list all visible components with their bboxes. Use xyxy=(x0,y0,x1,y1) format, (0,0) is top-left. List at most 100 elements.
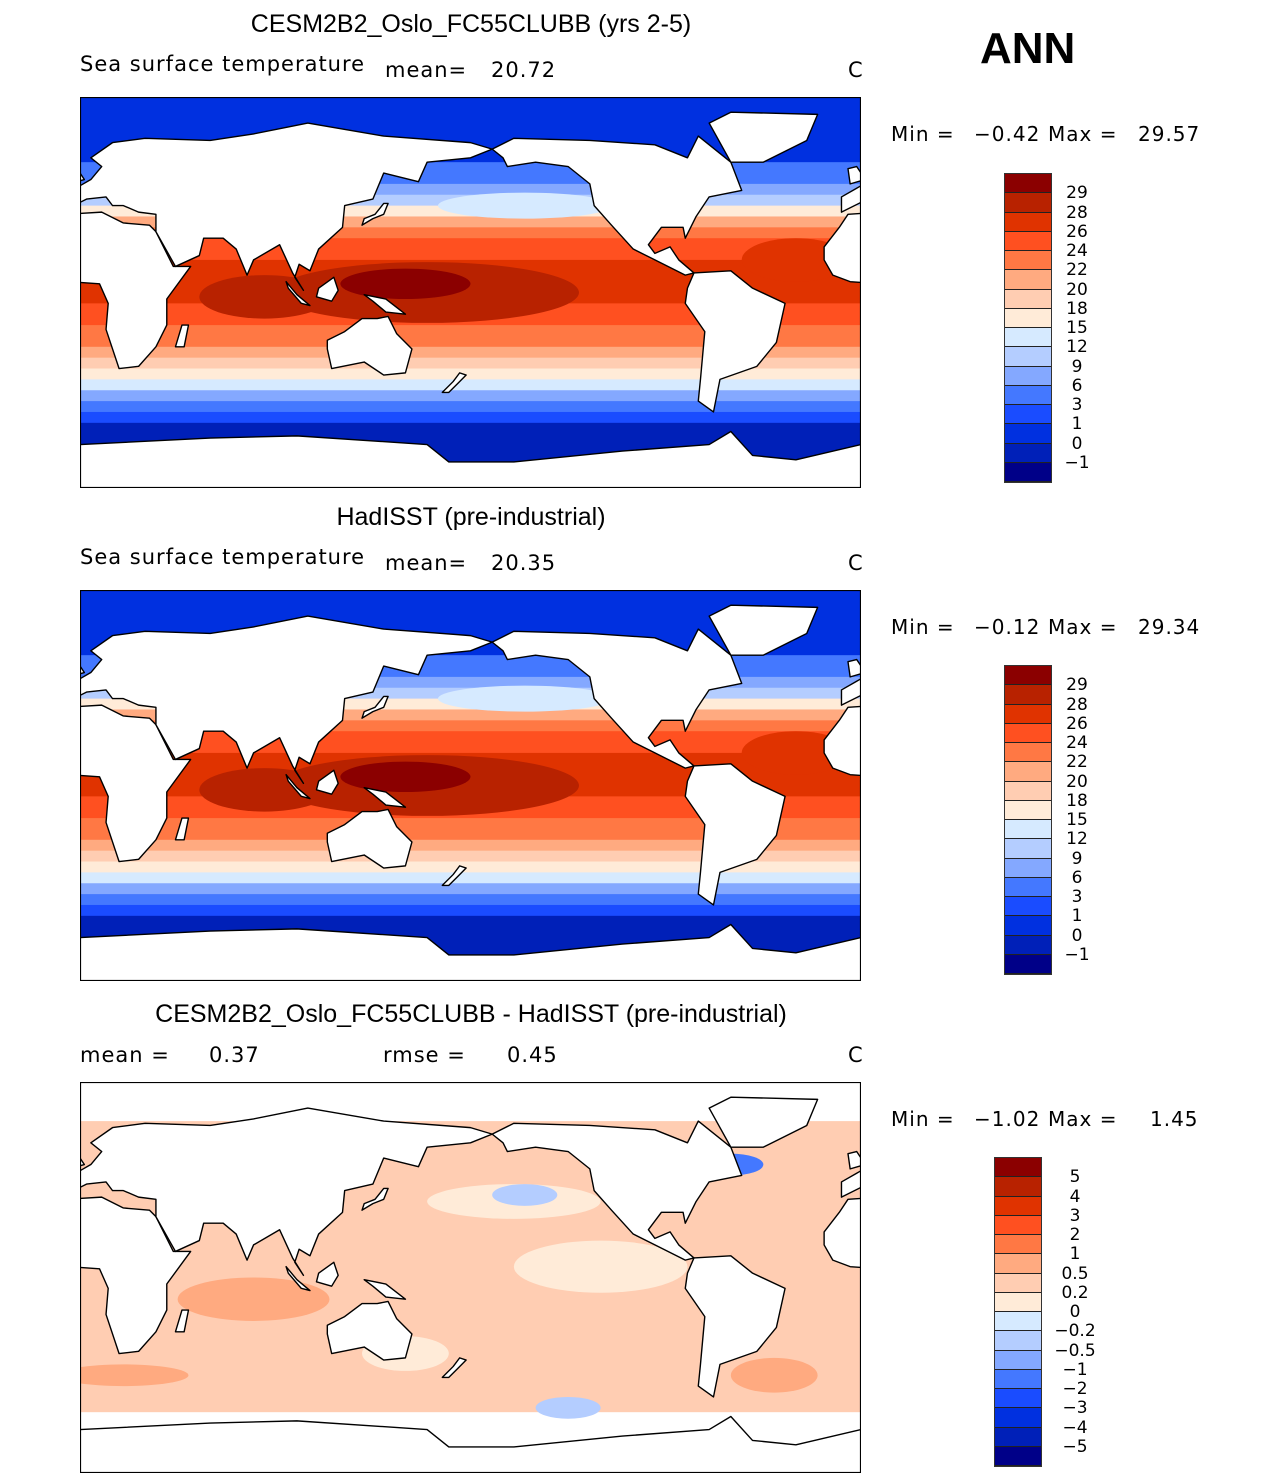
map-canvas xyxy=(42,1081,1285,1479)
map-canvas xyxy=(42,589,1285,987)
colorbar-bin xyxy=(1005,858,1051,878)
sst-region xyxy=(741,731,851,775)
sst-region xyxy=(340,268,471,300)
land-madagascar xyxy=(174,324,190,348)
colorbar-tick-label: 0.2 xyxy=(1061,1282,1089,1303)
panel-2-title: HadISST (pre-industrial) xyxy=(336,503,606,531)
bias-region xyxy=(535,1396,601,1419)
sst-band xyxy=(80,216,861,228)
colorbar-tick-label: 15 xyxy=(1066,810,1088,830)
colorbar-bin xyxy=(1005,443,1051,463)
colorbar-bin xyxy=(1005,289,1051,309)
colorbar-bin xyxy=(1005,328,1051,348)
colorbar-bin xyxy=(1005,704,1051,724)
panel-1-map xyxy=(42,96,1285,494)
colorbar-tick-label: 6 xyxy=(1071,867,1083,888)
colorbar-tick-label: 29 xyxy=(1066,183,1088,204)
land-australia xyxy=(326,808,413,869)
colorbar-bin xyxy=(995,1292,1041,1312)
land-uk xyxy=(847,165,867,185)
land-newguinea xyxy=(363,1278,407,1300)
land-eurasia xyxy=(59,615,493,785)
land-borneo xyxy=(315,769,339,795)
land-samerica xyxy=(684,270,786,413)
colorbar-tick-label: 0 xyxy=(1071,433,1083,454)
colorbar-bin xyxy=(1005,916,1051,936)
sst-band xyxy=(80,861,861,873)
colorbar-bin xyxy=(1005,193,1051,213)
colorbar-bin xyxy=(995,1177,1041,1197)
sst-region xyxy=(199,768,330,812)
panel-3-max-value: 1.45 xyxy=(1150,1107,1199,1131)
colorbar-tick-label: 26 xyxy=(1066,713,1088,734)
colorbar-bin xyxy=(1005,781,1051,801)
panel-1-mean-label: mean= xyxy=(385,58,468,82)
colorbar-bin xyxy=(1005,308,1051,328)
panel-2-min-value: −0.12 xyxy=(974,615,1041,639)
colorbar-bin xyxy=(995,1389,1041,1409)
colorbar-tick-label: 9 xyxy=(1071,848,1083,869)
colorbar-tick-label: 12 xyxy=(1066,337,1088,358)
colorbar-bin xyxy=(1005,366,1051,386)
land-newguinea xyxy=(363,786,407,808)
colorbar-tick-label: 0 xyxy=(1069,1302,1081,1322)
panel-3-mean-value: 0.37 xyxy=(209,1043,260,1067)
map-frame xyxy=(79,96,862,489)
panel-3-colorbar: 5 4 3 2 1 0.5 0.2 0 −0.2 −0.5 −1 −2 −3 −4 −5 xyxy=(994,1157,1096,1467)
sst-band xyxy=(80,904,861,917)
map-frame xyxy=(79,1081,862,1474)
colorbar-tick-label: −4 xyxy=(1062,1417,1088,1438)
panel-1-max-value: 29.57 xyxy=(1138,122,1201,146)
colorbar-tick-label: 3 xyxy=(1071,395,1083,415)
colorbar-bin xyxy=(1005,385,1051,405)
bias-region xyxy=(58,1364,189,1387)
land-greenland xyxy=(708,1096,819,1148)
land-antarctica xyxy=(79,1415,862,1479)
colorbar-tick-label: 1 xyxy=(1071,906,1083,927)
bias-region xyxy=(177,1277,330,1321)
sst-band xyxy=(80,894,861,906)
colorbar-bin xyxy=(1005,820,1051,840)
panel-3-rmse-value: 0.45 xyxy=(507,1043,558,1067)
colorbar-tick-label: 18 xyxy=(1066,790,1088,811)
colorbar-tick-label: 28 xyxy=(1066,202,1088,223)
colorbar-tick-label: 24 xyxy=(1066,733,1088,753)
land-namerica xyxy=(491,1120,743,1261)
sst-band xyxy=(80,839,861,852)
panel-1-variable: Sea surface temperature xyxy=(80,52,366,76)
colorbar-bin xyxy=(1005,174,1051,194)
colorbar-bin xyxy=(1005,935,1051,955)
panel-1-mean-value: 20.72 xyxy=(491,58,557,82)
sst-region xyxy=(741,238,851,282)
colorbar-tick-label: 3 xyxy=(1071,887,1083,907)
map-frame xyxy=(79,589,862,982)
land-borneo xyxy=(315,1261,339,1287)
land-madagascar xyxy=(174,817,190,841)
colorbar-bin xyxy=(1005,877,1051,897)
land-greenland xyxy=(708,604,819,656)
land-greenland xyxy=(708,111,819,163)
panel-1-units: C xyxy=(848,58,864,82)
sst-band xyxy=(80,183,861,196)
colorbar-tick-label: 20 xyxy=(1066,771,1088,792)
colorbar-tick-label: −1 xyxy=(1064,944,1090,965)
sst-band xyxy=(80,818,861,841)
colorbar-bin xyxy=(1005,839,1051,859)
colorbar-bin xyxy=(1005,897,1051,917)
panel-3-min-label: Min = xyxy=(891,1107,955,1131)
land-sumatra xyxy=(285,280,311,307)
colorbar-bin xyxy=(995,1331,1041,1351)
colorbar-tick-label: 15 xyxy=(1066,318,1088,338)
colorbar-bin xyxy=(995,1446,1041,1466)
colorbar-tick-label: 9 xyxy=(1071,356,1083,377)
land-nz xyxy=(441,1357,467,1379)
panel-1-min-label: Min = xyxy=(891,122,955,146)
colorbar-tick-label: 22 xyxy=(1066,260,1088,281)
sst-band xyxy=(80,227,861,239)
colorbar-bin xyxy=(1005,723,1051,743)
sst-band xyxy=(80,346,861,359)
colorbar-bin xyxy=(1005,743,1051,763)
colorbar-bin xyxy=(1005,685,1051,705)
colorbar-tick-label: 4 xyxy=(1069,1186,1081,1207)
colorbar-tick-label: −2 xyxy=(1062,1379,1088,1399)
